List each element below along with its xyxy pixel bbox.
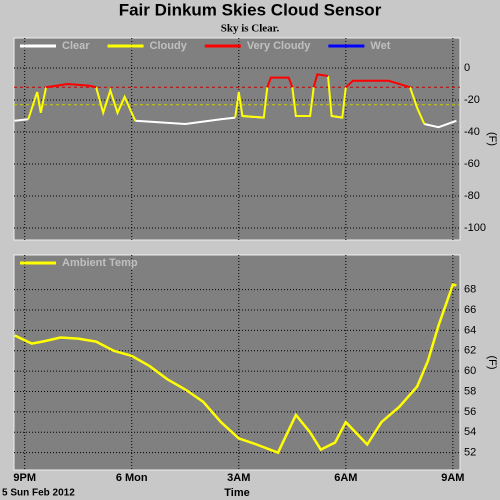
plot-area xyxy=(13,37,461,241)
x-tick-label: 9AM xyxy=(441,472,464,484)
x-tick-label: 6AM xyxy=(334,472,357,484)
y-tick-label: -80 xyxy=(464,190,480,202)
x-tick-label: 6 Mon xyxy=(116,472,148,484)
data-line xyxy=(14,282,457,455)
y-axis-label: (F) xyxy=(486,132,498,146)
y-tick-label: 0 xyxy=(464,62,470,74)
y-tick-label: 52 xyxy=(464,447,476,459)
plot-area xyxy=(13,254,461,471)
y-tick-label: 68 xyxy=(464,284,476,296)
data-line xyxy=(27,75,426,125)
y-tick-label: -20 xyxy=(464,94,480,106)
y-tick-label: 56 xyxy=(464,406,476,418)
y-tick-label: 64 xyxy=(464,324,476,336)
y-tick-label: -60 xyxy=(464,158,480,170)
x-tick-label: 3AM xyxy=(227,472,250,484)
data-line xyxy=(45,73,411,89)
y-axis-label: (F) xyxy=(486,355,498,369)
x-axis-label: Time xyxy=(224,487,249,499)
subtitle: Sky is Clear. xyxy=(221,23,280,35)
y-tick-label: 66 xyxy=(464,304,476,316)
y-tick-label: 62 xyxy=(464,345,476,357)
y-tick-label: 58 xyxy=(464,385,476,397)
y-tick-label: -40 xyxy=(464,126,480,138)
x-tick-label: 9PM xyxy=(13,472,36,484)
legend-label: Very Cloudy xyxy=(247,40,311,52)
chart-title: Fair Dinkum Skies Cloud Sensor xyxy=(119,0,382,19)
legend-label: Ambient Temp xyxy=(62,257,138,269)
y-tick-label: -100 xyxy=(464,222,486,234)
legend-label: Cloudy xyxy=(150,40,188,52)
legend-label: Wet xyxy=(370,40,390,52)
date-label: 5 Sun Feb 2012 xyxy=(2,488,75,499)
legend-label: Clear xyxy=(62,40,90,52)
y-tick-label: 60 xyxy=(464,365,476,377)
y-tick-label: 54 xyxy=(464,426,476,438)
